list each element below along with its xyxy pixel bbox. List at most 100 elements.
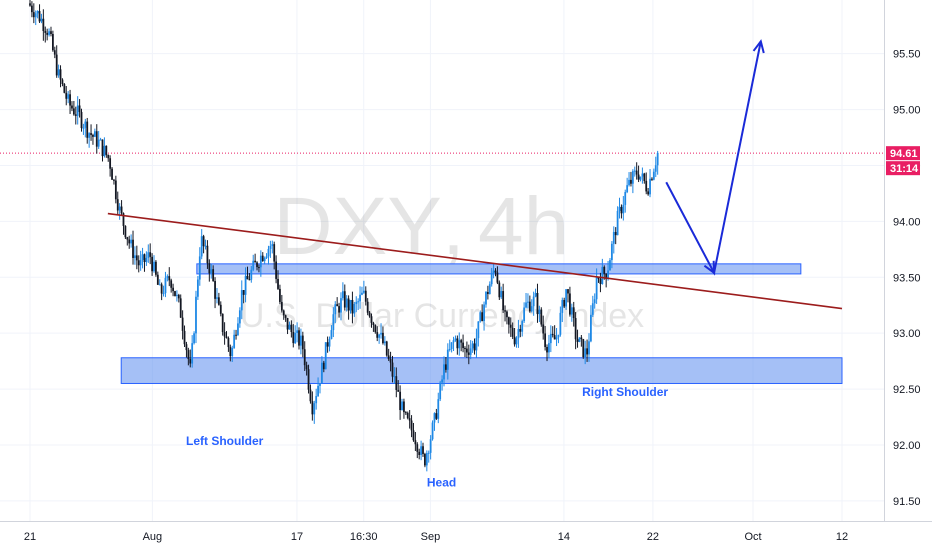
candle-body xyxy=(591,303,594,315)
candle-body xyxy=(160,284,163,294)
candle-body xyxy=(483,304,485,322)
candle-body xyxy=(412,430,415,441)
candle-body xyxy=(616,210,619,236)
candle-body xyxy=(46,32,49,35)
support-zone[interactable] xyxy=(120,357,843,384)
candle-body xyxy=(90,133,92,135)
candle-body xyxy=(553,335,556,340)
candle-body xyxy=(569,293,571,315)
candle-body xyxy=(223,332,226,337)
candle-body xyxy=(82,127,85,129)
time-tick-label: Oct xyxy=(744,531,761,543)
time-tick-label: 16:30 xyxy=(350,531,378,543)
candle-body xyxy=(158,284,161,286)
candle-body xyxy=(416,444,419,452)
candle-body xyxy=(319,383,321,386)
candle-body xyxy=(500,291,503,298)
candle-body xyxy=(647,191,650,195)
candle-body xyxy=(351,299,354,314)
candle-body xyxy=(292,332,295,344)
candle-body xyxy=(252,260,255,270)
candle-body xyxy=(465,348,468,353)
candle-body xyxy=(425,453,428,466)
candle-body xyxy=(475,338,478,351)
candle-body xyxy=(551,333,554,336)
candle-body xyxy=(221,313,224,333)
candle-body xyxy=(153,261,155,272)
time-tick-label: 17 xyxy=(291,531,303,543)
candle-body xyxy=(601,266,604,284)
candle-body xyxy=(460,340,463,343)
candle-body xyxy=(349,299,352,311)
candle-body xyxy=(353,304,356,314)
candle-body xyxy=(135,255,138,261)
candle-body xyxy=(326,342,329,347)
candle-body xyxy=(576,339,579,342)
candle-body xyxy=(122,213,125,226)
candle-body xyxy=(542,324,545,334)
time-axis[interactable]: 21 Aug 17 16:30 Sep 14 22 Oct 12 xyxy=(0,521,932,550)
neckline-trendline[interactable] xyxy=(107,212,843,310)
candle-body xyxy=(544,333,547,348)
candle-body xyxy=(433,413,436,423)
candle-body xyxy=(498,282,501,298)
candle-body xyxy=(177,294,180,299)
candle-body xyxy=(78,105,81,112)
candle-body xyxy=(250,269,253,280)
candle-body xyxy=(111,168,113,180)
candle-body xyxy=(101,139,104,157)
candle-body xyxy=(313,403,316,415)
candle-body xyxy=(282,310,285,316)
candle-body xyxy=(97,139,100,147)
candle-body xyxy=(395,376,398,390)
candle-body xyxy=(34,13,37,18)
candle-body xyxy=(164,277,167,294)
candle-body xyxy=(343,291,346,308)
candle-body xyxy=(538,309,541,315)
candle-body xyxy=(320,362,323,384)
candle-body xyxy=(502,291,505,311)
candle-body xyxy=(382,332,384,344)
projection-arrow[interactable] xyxy=(665,39,765,276)
candle-body xyxy=(303,349,306,366)
candle-body xyxy=(206,245,209,264)
candle-body xyxy=(445,364,447,370)
candle-body xyxy=(517,328,520,339)
candle-body xyxy=(280,301,283,311)
candle-body xyxy=(67,94,70,99)
price-tick-label: 92.50 xyxy=(893,384,921,396)
candle-body xyxy=(420,446,423,455)
candle-body xyxy=(126,237,129,240)
candle-body xyxy=(504,310,506,312)
projection-path[interactable] xyxy=(665,41,762,276)
candle-body xyxy=(189,359,192,364)
candle-body xyxy=(570,307,573,315)
price-axis[interactable]: 91.5092.0092.5093.0093.5094.0094.5095.00… xyxy=(884,0,932,521)
candle-body xyxy=(422,446,424,454)
candle-body xyxy=(641,173,644,177)
candle-body xyxy=(454,338,457,341)
candle-body xyxy=(61,79,64,84)
projection-arrowhead-target xyxy=(752,39,765,54)
candle-body xyxy=(359,294,361,302)
candle-body xyxy=(151,256,153,272)
candle-body xyxy=(139,260,142,266)
candle-body xyxy=(612,231,615,244)
candle-body xyxy=(584,348,587,358)
candle-body xyxy=(116,199,119,211)
candle-body xyxy=(277,278,279,289)
candle-body xyxy=(332,314,335,331)
candle-body xyxy=(261,255,264,262)
candle-body xyxy=(65,92,68,99)
candle-body xyxy=(50,31,52,35)
candle-body xyxy=(637,174,640,180)
candle-body xyxy=(481,312,484,322)
candle-body xyxy=(219,304,222,314)
candle-body xyxy=(265,256,268,258)
candle-body xyxy=(628,179,630,186)
candle-body xyxy=(490,272,493,285)
candle-body xyxy=(309,389,312,402)
candle-body xyxy=(345,298,348,308)
candle-body xyxy=(156,274,159,285)
